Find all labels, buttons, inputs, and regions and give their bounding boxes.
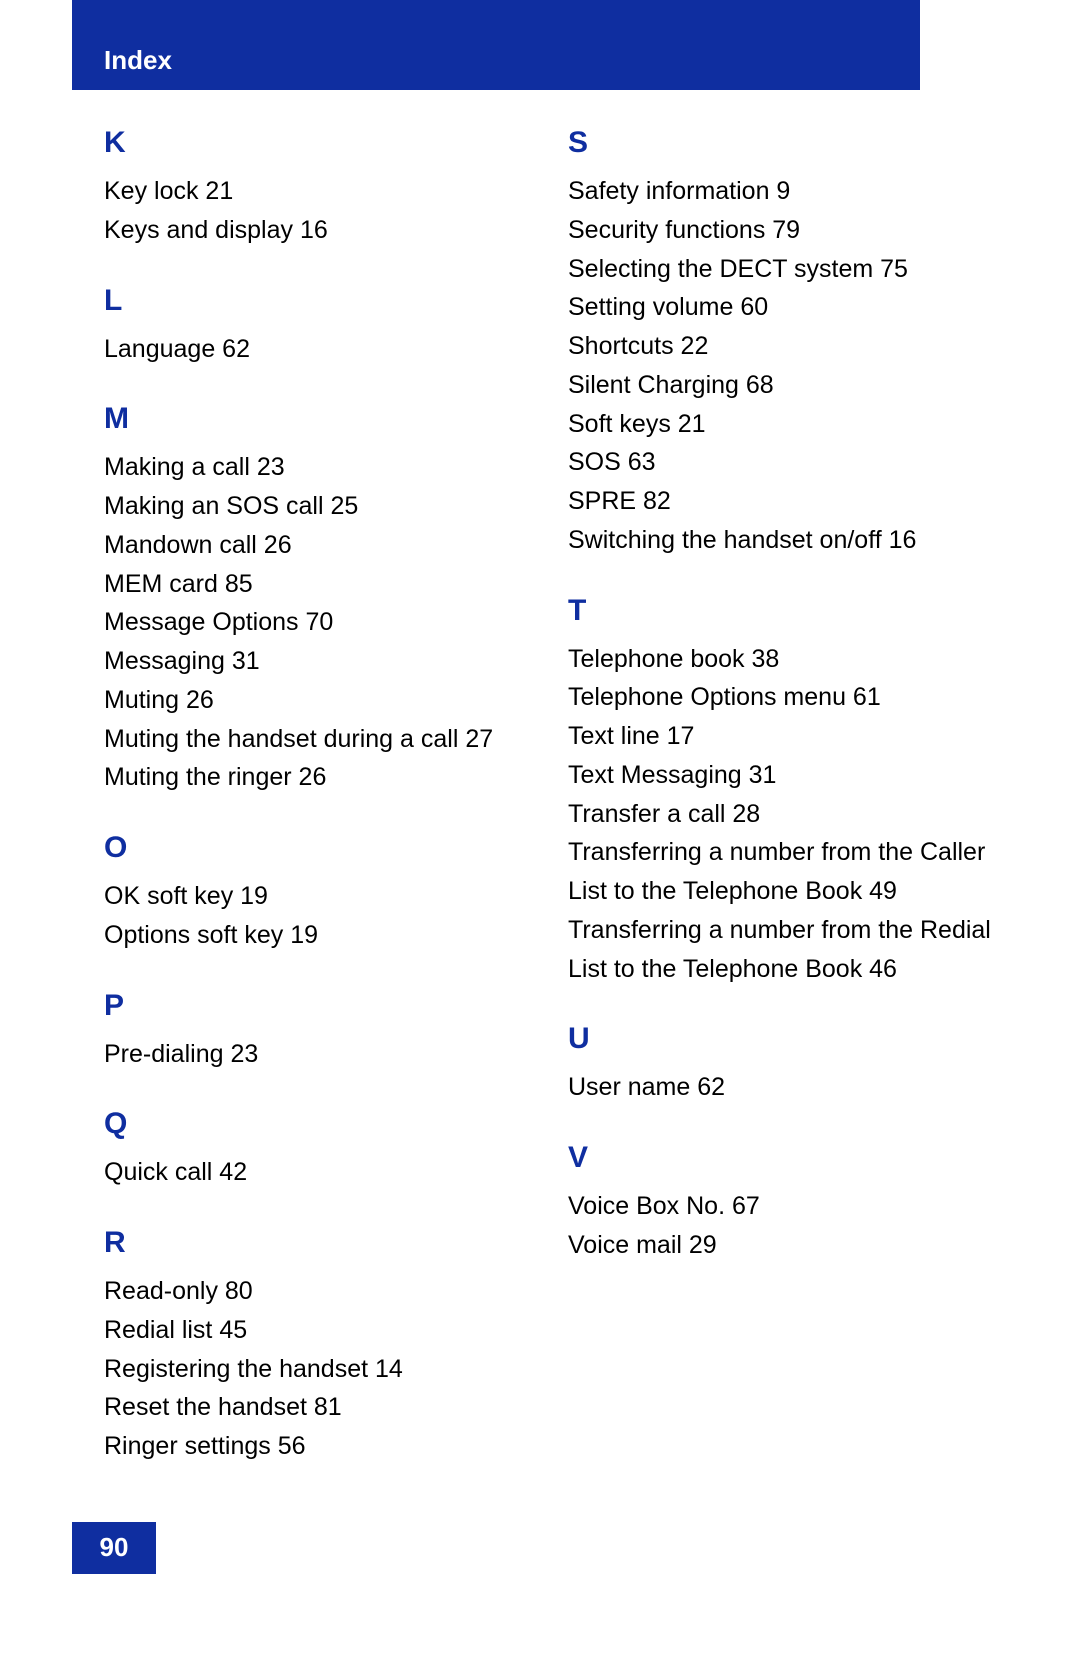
- index-entry: Silent Charging 68: [568, 366, 1008, 405]
- index-entry: Reset the handset 81: [104, 1388, 544, 1427]
- index-entry: Read-only 80: [104, 1272, 544, 1311]
- index-letter-heading: L: [104, 284, 544, 318]
- index-entry: Pre-dialing 23: [104, 1035, 544, 1074]
- index-entry: Telephone book 38: [568, 640, 1008, 679]
- index-entry: Messaging 31: [104, 642, 544, 681]
- left-column: K Key lock 21Keys and display 16 L Language…: [104, 126, 544, 1466]
- index-letter-heading: V: [568, 1141, 1008, 1175]
- right-column: S Safety information 9Security functions …: [568, 126, 1008, 1466]
- index-entry: SPRE 82: [568, 482, 1008, 521]
- index-entry: Transferring a number from the Redial Li…: [568, 911, 1008, 989]
- index-entry: Text Messaging 31: [568, 756, 1008, 795]
- index-letter-heading: R: [104, 1226, 544, 1260]
- index-content: K Key lock 21Keys and display 16 L Language…: [0, 90, 1080, 1466]
- index-entry: Security functions 79: [568, 211, 1008, 250]
- index-entry: Language 62: [104, 330, 544, 369]
- index-entry: Options soft key 19: [104, 916, 544, 955]
- index-letter-heading: Q: [104, 1107, 544, 1141]
- index-letter-heading: T: [568, 594, 1008, 628]
- index-entry: OK soft key 19: [104, 877, 544, 916]
- footer: 90: [72, 1522, 1080, 1574]
- page-number: 90: [100, 1532, 129, 1563]
- index-entry: Ringer settings 56: [104, 1427, 544, 1466]
- index-letter-heading: P: [104, 989, 544, 1023]
- index-entry: Selecting the DECT system 75: [568, 250, 1008, 289]
- index-letter-heading: S: [568, 126, 1008, 160]
- index-entry: Setting volume 60: [568, 288, 1008, 327]
- index-entry: Soft keys 21: [568, 405, 1008, 444]
- index-entry: Keys and display 16: [104, 211, 544, 250]
- index-entry: Key lock 21: [104, 172, 544, 211]
- index-entry: Registering the handset 14: [104, 1350, 544, 1389]
- index-entry: Transfer a call 28: [568, 795, 1008, 834]
- index-entry: Voice mail 29: [568, 1226, 1008, 1265]
- index-entry: Transferring a number from the Caller Li…: [568, 833, 1008, 911]
- index-entry: Voice Box No. 67: [568, 1187, 1008, 1226]
- index-entry: MEM card 85: [104, 565, 544, 604]
- index-entry: Muting 26: [104, 681, 544, 720]
- page-number-box: 90: [72, 1522, 156, 1574]
- index-entry: Text line 17: [568, 717, 1008, 756]
- index-entry: Mandown call 26: [104, 526, 544, 565]
- index-entry: Muting the ringer 26: [104, 758, 544, 797]
- index-letter-heading: K: [104, 126, 544, 160]
- index-entry: Quick call 42: [104, 1153, 544, 1192]
- index-letter-heading: U: [568, 1022, 1008, 1056]
- index-entry: Making an SOS call 25: [104, 487, 544, 526]
- index-entry: Message Options 70: [104, 603, 544, 642]
- header-title: Index: [104, 45, 172, 76]
- index-letter-heading: M: [104, 402, 544, 436]
- index-entry: Redial list 45: [104, 1311, 544, 1350]
- index-entry: Shortcuts 22: [568, 327, 1008, 366]
- index-entry: Making a call 23: [104, 448, 544, 487]
- index-letter-heading: O: [104, 831, 544, 865]
- index-entry: SOS 63: [568, 443, 1008, 482]
- index-entry: Switching the handset on/off 16: [568, 521, 1008, 560]
- index-entry: Muting the handset during a call 27: [104, 720, 544, 759]
- index-entry: Telephone Options menu 61: [568, 678, 1008, 717]
- index-entry: Safety information 9: [568, 172, 1008, 211]
- index-entry: User name 62: [568, 1068, 1008, 1107]
- header-bar: Index: [72, 0, 920, 90]
